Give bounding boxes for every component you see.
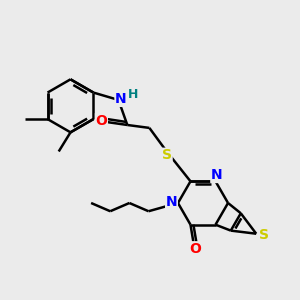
Text: N: N	[211, 168, 223, 182]
Text: O: O	[189, 242, 201, 256]
Text: S: S	[259, 228, 269, 242]
Text: H: H	[128, 88, 138, 101]
Text: O: O	[95, 114, 107, 128]
Text: N: N	[115, 92, 127, 106]
Text: N: N	[166, 195, 177, 209]
Text: S: S	[162, 148, 172, 162]
